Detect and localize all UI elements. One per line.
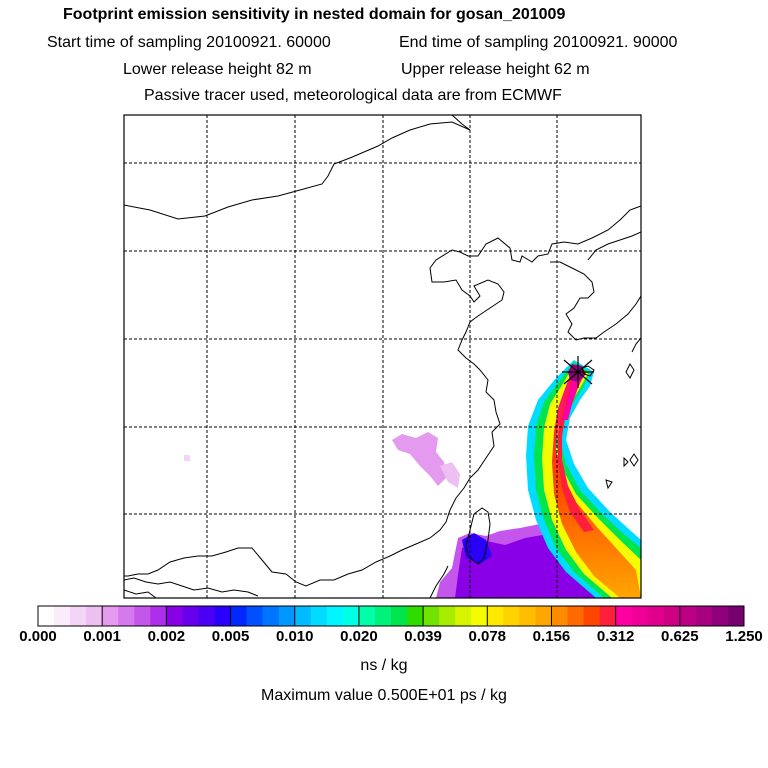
map-frame — [123, 114, 642, 599]
colorbar-cell — [198, 606, 215, 626]
colorbar-frame — [37, 605, 745, 627]
colorbar-cell — [310, 606, 328, 626]
colorbar-cell — [439, 606, 456, 626]
colorbar — [38, 606, 745, 626]
colorbar-cell — [647, 606, 665, 626]
colorbar-cell — [503, 606, 520, 626]
colorbar-cell — [631, 606, 649, 626]
title-text: Footprint emission sensitivity in nested… — [63, 6, 566, 23]
colorbar-tick-label: 0.039 — [404, 628, 442, 645]
colorbar-cell — [342, 606, 360, 626]
tracer-label: Passive tracer used, meteorological data… — [144, 87, 562, 104]
colorbar-cell — [455, 606, 472, 626]
plume-yellow — [542, 364, 641, 598]
colorbar-tick-label: 0.312 — [596, 628, 635, 645]
colorbar-cell — [374, 606, 392, 626]
colorbar-tick-label: 0.000 — [19, 628, 57, 645]
colorbar-cell — [246, 606, 264, 626]
colorbar-tick-label: 0.001 — [83, 628, 121, 645]
colorbar-cell — [615, 606, 633, 626]
colorbar-tick-label: 0.020 — [340, 628, 378, 645]
colorbar-cell — [102, 606, 119, 626]
colorbar-cell — [423, 606, 440, 626]
colorbar-cell — [583, 606, 601, 626]
colorbar-tick-label: 0.078 — [468, 628, 507, 645]
colorbar-cell — [166, 606, 183, 626]
colorbar-cell — [391, 606, 408, 626]
colorbar-cell — [663, 606, 681, 626]
colorbar-cell — [182, 606, 199, 626]
colorbar-tick-label: 0.005 — [211, 628, 250, 645]
colorbar-cell — [471, 606, 488, 626]
upper-height-label: Upper release height 62 m — [401, 61, 590, 78]
colorbar-cell — [134, 606, 151, 626]
colorbar-cell — [214, 606, 232, 626]
colorbar-tick-label: 0.002 — [147, 628, 186, 645]
colorbar-cell — [326, 606, 344, 626]
coastlines — [124, 115, 641, 598]
colorbar-cell — [230, 606, 248, 626]
plume-low-central — [392, 432, 446, 486]
colorbar-cell — [54, 606, 71, 626]
colorbar-cell — [599, 606, 617, 626]
max-value-label: Maximum value 0.500E+01 ps / kg — [261, 687, 507, 704]
colorbar-tick-label: 0.010 — [275, 628, 314, 645]
colorbar-cell — [551, 606, 568, 626]
colorbar-tick-label: 0.156 — [532, 628, 571, 645]
lower-height-label: Lower release height 82 m — [123, 61, 312, 78]
colorbar-tick-label: 1.250 — [725, 628, 763, 645]
units-label: ns / kg — [360, 657, 408, 674]
colorbar-cell — [70, 606, 87, 626]
colorbar-cell — [150, 606, 167, 626]
colorbar-cell — [358, 606, 376, 626]
colorbar-cell — [118, 606, 135, 626]
colorbar-cell — [407, 606, 424, 626]
colorbar-cell — [535, 606, 552, 626]
colorbar-cell — [86, 606, 103, 626]
colorbar-cell — [727, 606, 745, 626]
plume-low-dot — [184, 455, 190, 461]
start-time-label: Start time of sampling 20100921. 60000 — [47, 34, 331, 51]
plume — [184, 360, 641, 598]
graticule — [124, 115, 641, 598]
colorbar-cell — [711, 606, 729, 626]
colorbar-cell — [695, 606, 713, 626]
plume-low-coast — [440, 462, 460, 488]
colorbar-cell — [679, 606, 697, 626]
colorbar-cell — [262, 606, 280, 626]
colorbar-cell — [294, 606, 312, 626]
colorbar-cell — [38, 606, 55, 626]
colorbar-cell — [519, 606, 536, 626]
star-icon — [562, 356, 594, 388]
colorbar-tick-label: 0.625 — [661, 628, 699, 645]
end-time-label: End time of sampling 20100921. 90000 — [399, 34, 678, 51]
colorbar-cell — [278, 606, 296, 626]
colorbar-cell — [487, 606, 504, 626]
plume-orange — [552, 366, 641, 598]
colorbar-cell — [567, 606, 585, 626]
